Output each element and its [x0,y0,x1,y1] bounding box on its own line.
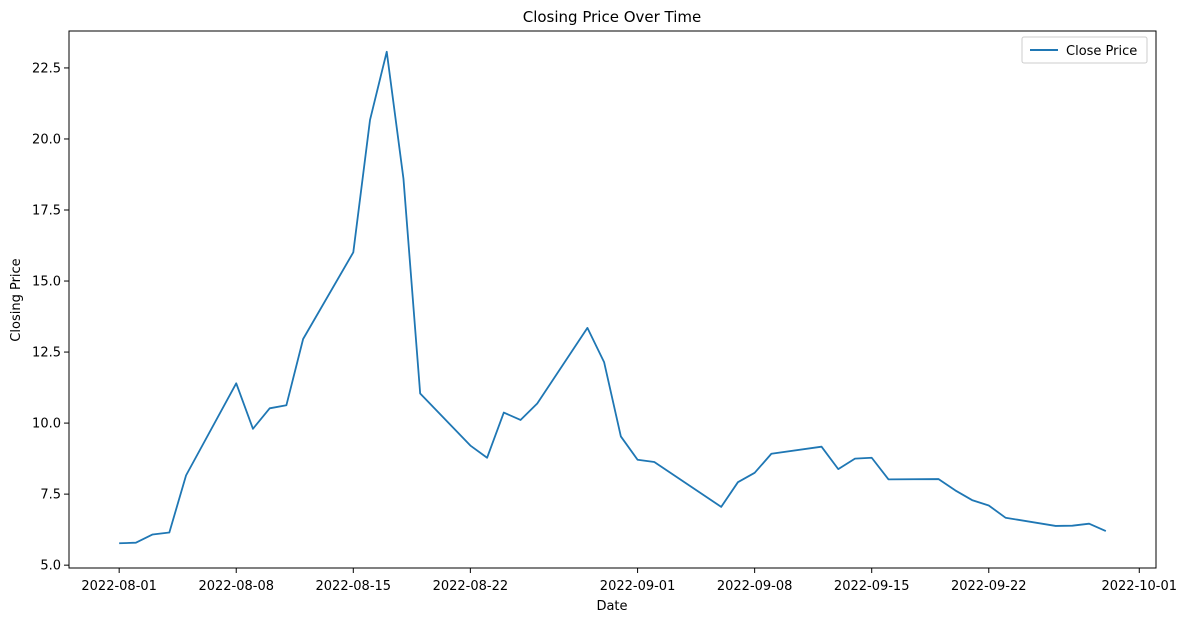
x-tick-label: 2022-10-01 [1101,579,1177,594]
x-tick-label: 2022-08-22 [433,579,509,594]
x-tick-label: 2022-09-15 [834,579,910,594]
plot-area [68,30,1157,569]
x-axis: 2022-08-01 2022-08-08 2022-08-15 2022-08-22… [81,568,1177,594]
x-tick-label: 2022-08-08 [198,579,274,594]
legend: Close Price [1021,36,1148,64]
y-tick-label: 10.0 [32,417,61,432]
y-tick-label: 5.0 [40,559,61,574]
x-tick-label: 2022-09-08 [717,579,793,594]
x-tick-label: 2022-09-01 [600,579,676,594]
x-tick-label: 2022-08-15 [316,579,392,594]
y-axis: 5.0 7.5 10.0 12.5 15.0 17.5 20.0 22.5 [32,61,69,574]
x-axis-title: Date [596,599,627,614]
y-tick-label: 20.0 [32,132,61,147]
chart-title: Closing Price Over Time [523,8,702,26]
y-tick-label: 17.5 [32,204,61,219]
x-tick-label: 2022-08-01 [81,579,157,594]
series-layer [119,50,1107,545]
y-tick-label: 22.5 [32,61,61,76]
y-tick-label: 15.0 [32,275,61,290]
legend-box [1021,36,1148,64]
legend-label-close-price: Close Price [1066,44,1137,59]
y-tick-label: 7.5 [40,488,61,503]
x-tick-label: 2022-09-22 [951,579,1027,594]
series-line-close-price [119,50,1107,545]
y-tick-label: 12.5 [32,346,61,361]
y-axis-title: Closing Price [9,258,24,341]
